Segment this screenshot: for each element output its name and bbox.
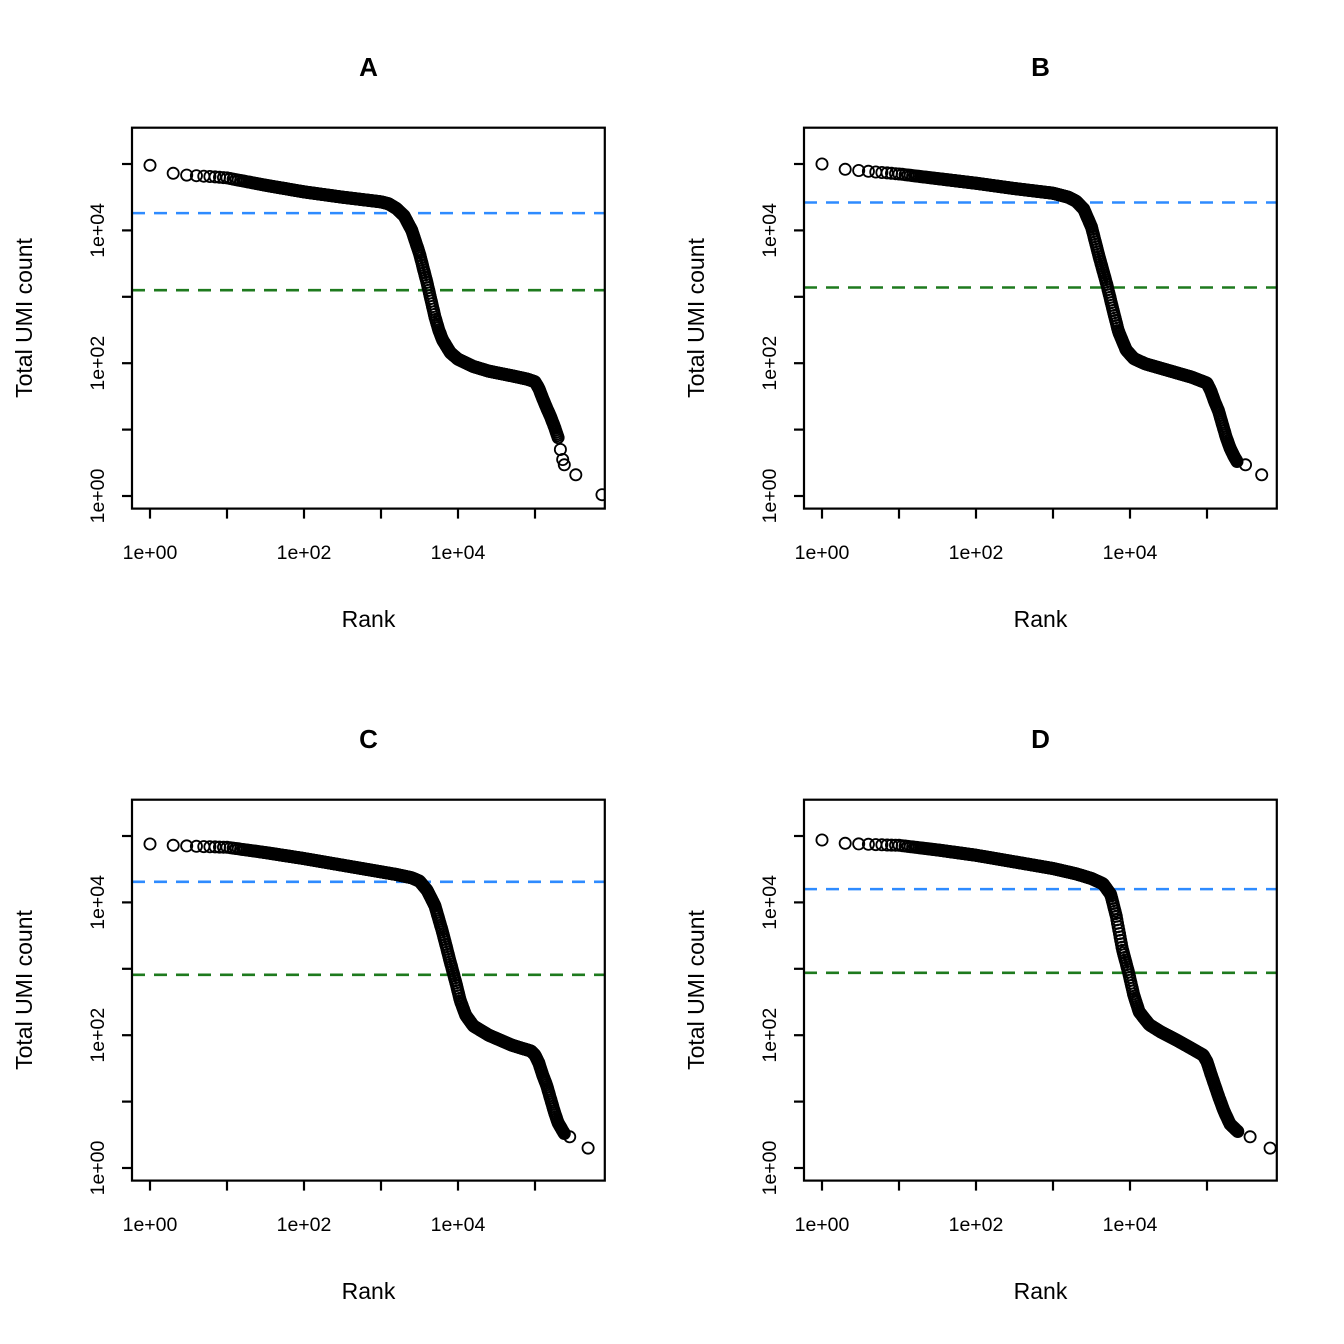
y-axis-tick-label: 1e+04: [87, 203, 109, 258]
panel-c-plot: 1e+00 1e+02 1e+04 1e+00 1e+02 1e+04: [87, 798, 606, 1236]
data-point: [875, 165, 889, 179]
x-axis-tick-label: 1e+02: [949, 1214, 1004, 1236]
data-point: [180, 839, 194, 853]
x-axis-tick-label: 1e+00: [123, 542, 178, 564]
data-point: [556, 452, 570, 466]
panel-d-plot: 1e+00 1e+02 1e+04 1e+00 1e+02 1e+04: [759, 798, 1278, 1236]
data-point: [203, 169, 217, 183]
y-axis-tick-label: 1e+00: [87, 468, 109, 523]
y-axis-tick-label: 1e+04: [87, 875, 109, 930]
data-point: [1243, 1130, 1257, 1144]
y-axis-tick-label: 1e+00: [759, 468, 781, 523]
panel-b-plot: 1e+00 1e+02 1e+04 1e+00 1e+02 1e+04: [759, 126, 1278, 564]
data-point: [581, 1141, 595, 1155]
data-point: [203, 840, 217, 854]
x-axis-tick-label: 1e+04: [1103, 542, 1158, 564]
panel-c: C Total UMI count 1e+00 1e+02 1e+04 1e+00 1e…: [0, 672, 672, 1344]
data-point: [815, 157, 829, 171]
data-point: [180, 168, 194, 182]
data-point: [189, 839, 203, 853]
plot-box: [802, 798, 1278, 1182]
data-point: [563, 1130, 577, 1144]
panel-a: A Total UMI count 1e+00 1e+02 1e+04 1e+00 1e…: [0, 0, 672, 672]
data-point: [143, 837, 157, 851]
data-point: [861, 164, 875, 178]
data-point: [216, 840, 230, 854]
panel-b: B Total UMI count 1e+00 1e+02 1e+04 1e+00 1e…: [672, 0, 1344, 672]
panel-d: D Total UMI count 1e+00 1e+02 1e+04 1e+00 1e…: [672, 672, 1344, 1344]
plot-box: [130, 126, 606, 510]
x-axis-tick-label: 1e+02: [949, 542, 1004, 564]
panel-c-x-axis-label: Rank: [341, 1278, 396, 1304]
y-axis-tick-label: 1e+00: [759, 1140, 781, 1195]
data-point: [1239, 458, 1253, 472]
panel-a-title: A: [359, 52, 378, 82]
data-point: [1263, 1141, 1277, 1155]
data-point: [1255, 468, 1269, 482]
x-axis-tick-label: 1e+04: [431, 542, 486, 564]
y-axis-tick-label: 1e+02: [87, 336, 109, 391]
x-axis-tick-label: 1e+04: [1103, 1214, 1158, 1236]
x-axis-tick-label: 1e+00: [123, 1214, 178, 1236]
data-point: [189, 169, 203, 183]
x-axis-tick-label: 1e+00: [795, 1214, 850, 1236]
x-axis-tick-label: 1e+02: [277, 1214, 332, 1236]
x-axis-tick-label: 1e+00: [795, 542, 850, 564]
data-point: [815, 833, 829, 847]
panel-d-x-axis-label: Rank: [1013, 1278, 1068, 1304]
y-axis-tick-label: 1e+00: [87, 1140, 109, 1195]
panel-a-plot: 1e+00 1e+02 1e+04 1e+00 1e+02 1e+04: [87, 126, 606, 564]
y-axis-tick-label: 1e+02: [759, 1008, 781, 1063]
data-point: [166, 838, 180, 852]
data-point: [1230, 454, 1244, 468]
data-point: [143, 158, 157, 172]
data-points: [815, 833, 1277, 1155]
panel-d-title: D: [1031, 724, 1050, 754]
data-point: [875, 838, 889, 852]
y-axis-tick-label: 1e+02: [759, 336, 781, 391]
data-point: [861, 837, 875, 851]
data-points: [143, 158, 605, 502]
x-axis-tick-label: 1e+02: [277, 542, 332, 564]
y-axis-tick-label: 1e+02: [87, 1008, 109, 1063]
plot-box: [802, 126, 1278, 510]
data-point: [838, 162, 852, 176]
panel-b-title: B: [1031, 52, 1050, 82]
data-point: [557, 458, 571, 472]
data-points: [815, 157, 1269, 482]
panel-a-x-axis-label: Rank: [341, 606, 396, 632]
y-axis-tick-label: 1e+04: [759, 203, 781, 258]
panel-c-title: C: [359, 724, 378, 754]
y-axis-tick-label: 1e+04: [759, 875, 781, 930]
panel-b-x-axis-label: Rank: [1013, 606, 1068, 632]
data-point: [595, 488, 605, 502]
data-points: [143, 837, 595, 1155]
data-point: [852, 163, 866, 177]
data-point: [852, 837, 866, 851]
data-point: [838, 836, 852, 850]
data-point: [1231, 1124, 1245, 1138]
data-point: [551, 431, 565, 445]
data-point: [888, 838, 902, 852]
data-point: [166, 166, 180, 180]
plot-box: [130, 798, 606, 1182]
data-point: [569, 468, 583, 482]
x-axis-tick-label: 1e+04: [431, 1214, 486, 1236]
